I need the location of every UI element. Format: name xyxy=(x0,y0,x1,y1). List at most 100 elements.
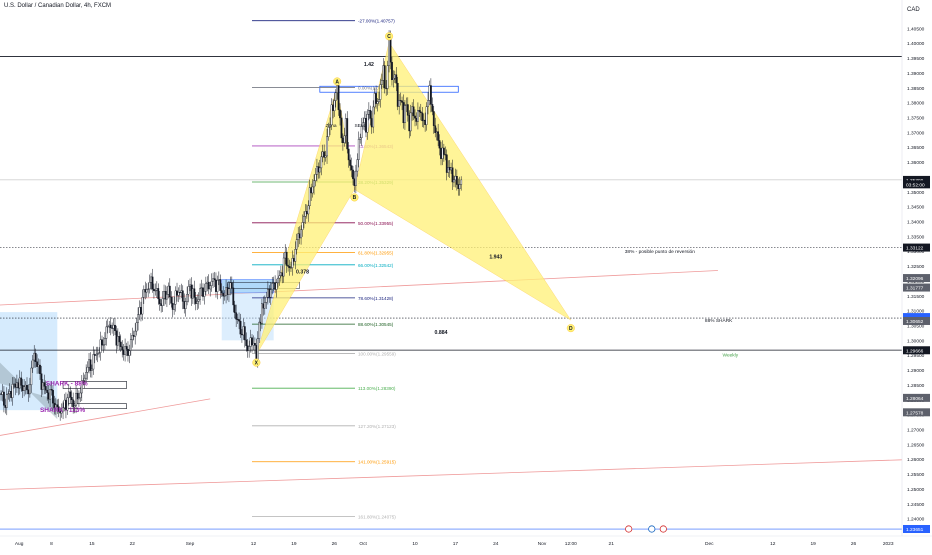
candle-body xyxy=(111,327,114,329)
event-flag-icon[interactable] xyxy=(625,525,633,533)
y-tick-label: 1.30500 xyxy=(907,323,925,329)
candle-body xyxy=(128,350,131,356)
candle-body xyxy=(24,384,27,387)
candle-body xyxy=(47,392,50,400)
y-tick-label: 1.31000 xyxy=(907,309,925,315)
candle-body xyxy=(236,318,239,320)
candle-body xyxy=(153,288,155,291)
fib-level-label: 113.00%(1.28390) xyxy=(358,386,396,391)
candle-body xyxy=(167,285,170,295)
candle-body xyxy=(23,386,26,391)
chart-annotation: 38% - posible punto de reversión xyxy=(625,249,695,255)
candle-body xyxy=(245,339,248,346)
candle-body xyxy=(31,359,34,369)
y-tick-label: 1.29500 xyxy=(907,353,925,359)
candle-body xyxy=(386,65,389,89)
candle-body xyxy=(285,251,288,266)
candle-body xyxy=(238,319,240,322)
candle-body xyxy=(220,290,223,294)
candle-body xyxy=(344,118,347,137)
candle-body xyxy=(11,384,14,398)
candle-body xyxy=(333,100,336,111)
candle-body xyxy=(429,85,432,105)
candle-body xyxy=(78,397,80,400)
price-badge xyxy=(903,524,930,533)
y-tick-label: 1.34000 xyxy=(907,219,925,225)
candle-body xyxy=(103,338,106,345)
price-badge xyxy=(903,180,930,189)
candle-body xyxy=(401,100,403,103)
candle-body xyxy=(101,339,103,346)
candle-body xyxy=(179,292,181,294)
candle-body xyxy=(34,352,37,362)
candle-body xyxy=(437,131,440,141)
candle-body xyxy=(216,279,219,292)
candle-body xyxy=(356,159,359,172)
candle-body xyxy=(415,118,418,122)
candle-body xyxy=(313,180,315,188)
candle-body xyxy=(359,137,362,140)
pattern-point-label: D xyxy=(569,326,573,332)
candle-body xyxy=(389,37,392,63)
candle-body xyxy=(37,364,40,367)
candle-body xyxy=(145,289,148,293)
pattern-point-label: B xyxy=(353,195,357,201)
y-tick-label: 1.34500 xyxy=(907,205,925,211)
candle-body xyxy=(132,335,135,337)
candle-body xyxy=(422,119,425,122)
candle-body xyxy=(122,349,125,355)
y-tick-label: 1.35000 xyxy=(907,190,925,196)
price-badge-label: 1.33122 xyxy=(906,246,924,252)
y-tick-label: 1.24000 xyxy=(907,517,925,523)
candle-body xyxy=(17,382,20,389)
candle-body xyxy=(147,288,150,290)
event-flag-icon[interactable] xyxy=(659,525,667,533)
fib-level-label: 50.00%(1.33955) xyxy=(358,221,394,226)
candle-body xyxy=(168,285,171,298)
candle-body xyxy=(360,125,363,138)
candle-body xyxy=(155,288,158,291)
candle-body xyxy=(398,100,401,107)
candle-body xyxy=(362,122,364,127)
x-tick-label: Dec xyxy=(705,541,714,547)
candle-body xyxy=(191,288,194,299)
y-tick-label: 1.26000 xyxy=(907,457,925,463)
candle-body xyxy=(320,156,323,169)
candle-body xyxy=(385,87,388,89)
y-tick-label: 1.25000 xyxy=(907,487,925,493)
candle-body xyxy=(324,155,327,158)
fib-level-label: 127.20%(1.27123) xyxy=(358,424,396,429)
candle-body xyxy=(4,405,7,408)
candle-body xyxy=(440,147,442,159)
candle-body xyxy=(171,303,174,310)
event-flag-icon[interactable] xyxy=(648,525,656,533)
candle-body xyxy=(190,284,193,299)
candle-body xyxy=(263,302,266,309)
x-tick-label: Aug xyxy=(15,541,24,547)
candle-body xyxy=(57,406,60,412)
candle-body xyxy=(428,85,431,101)
candle-body xyxy=(380,80,383,85)
candle-body xyxy=(297,233,300,240)
candle-body xyxy=(255,345,258,360)
candle-body xyxy=(278,275,281,279)
candle-body xyxy=(69,391,72,398)
y-tick-label: 1.24500 xyxy=(907,502,925,508)
candle-body xyxy=(75,392,77,406)
candle-body xyxy=(28,384,31,395)
candle-body xyxy=(378,99,380,102)
candle-body xyxy=(26,384,28,390)
x-tick-label: 12 xyxy=(251,541,257,547)
candle-body xyxy=(79,392,82,399)
x-tick-label: 22 xyxy=(130,541,136,547)
candle-body xyxy=(166,294,168,300)
candle-body xyxy=(279,272,282,277)
candle-body xyxy=(347,148,350,161)
candle-body xyxy=(196,301,199,304)
candle-body xyxy=(14,383,17,388)
candle-body xyxy=(444,154,447,156)
candle-body xyxy=(164,291,167,300)
candle-body xyxy=(135,322,138,332)
